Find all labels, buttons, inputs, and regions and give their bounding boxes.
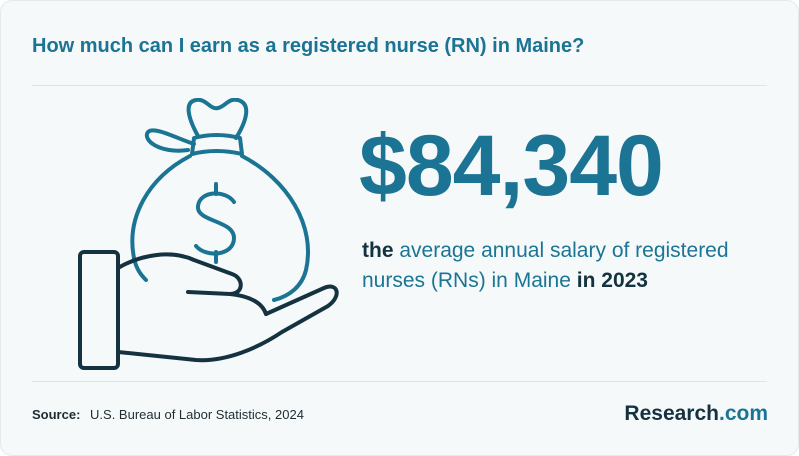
description-middle: in: [576, 269, 596, 292]
source-label: Source:: [32, 407, 81, 422]
open-hand-icon: [78, 250, 339, 370]
description-year: 2023: [601, 269, 648, 292]
source-line: Source: U.S. Bureau of Labor Statistics,…: [32, 407, 304, 422]
average-salary-value: $84,340: [359, 118, 664, 214]
source-text: U.S. Bureau of Labor Statistics, 2024: [90, 407, 304, 422]
logo-suffix: .com: [718, 402, 768, 425]
salary-description: the average annual salary of registered …: [362, 236, 752, 296]
money-bag-icon: [130, 98, 310, 302]
description-prefix: the: [362, 239, 394, 262]
top-divider: [32, 85, 767, 86]
page-title: How much can I earn as a registered nurs…: [32, 35, 585, 57]
bottom-divider: [32, 381, 767, 382]
research-logo: Research.com: [624, 402, 768, 426]
dollar-sign-icon: [194, 182, 237, 264]
description-highlight: average annual salary of registered nurs…: [362, 239, 729, 292]
money-in-hand-illustration: [78, 98, 339, 370]
logo-main: Research: [624, 402, 719, 425]
